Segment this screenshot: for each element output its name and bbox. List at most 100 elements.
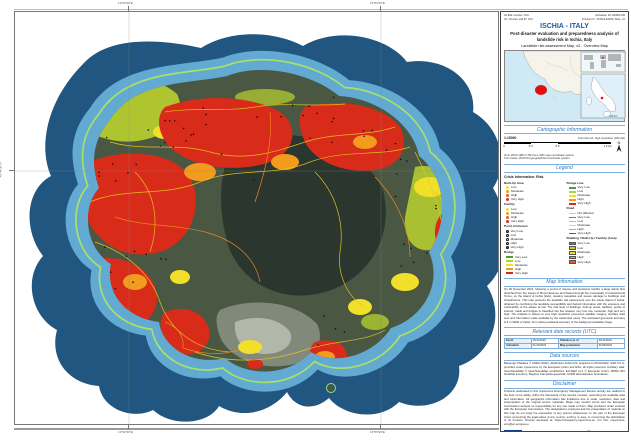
inset-scale-label: 400 km [609, 114, 618, 118]
legend-item-label: Very High [511, 197, 525, 202]
legend-swatch-line-icon [568, 224, 576, 227]
legend-item-label: High [511, 215, 518, 220]
legend-group-title: Built-Up Area [504, 180, 524, 185]
legend-item: Moderate [568, 223, 626, 228]
tick-label: 40°44′30″N [0, 162, 3, 178]
disclaimer-text: Products elaborated in this Copernicus E… [504, 389, 625, 426]
legend-item: High [506, 241, 563, 245]
tick-mark [128, 6, 129, 11]
legend-item-label: High [577, 227, 584, 232]
tick-mark [9, 170, 14, 171]
map-scale: 1:15000 [504, 135, 517, 140]
legend-column: Bridge Line Very Low Low Moderate High Very H… [567, 180, 626, 275]
legend-item-label: High [577, 197, 584, 202]
section-disclaimer: Disclaimer [504, 379, 625, 389]
product-number: Product N.: 02ISCHIADM, Map, v2 [581, 16, 625, 21]
legend-item-label: Moderate [511, 189, 524, 194]
legend-item-label: Low [510, 232, 517, 237]
legend-swatch-line-icon [568, 203, 576, 205]
legend-crisis-header: Crisis Information: Risk [504, 174, 544, 179]
date-record-value: 31/03/2023 [596, 342, 626, 349]
date-record-value: 01/12/2022 [530, 342, 560, 349]
legend-swatch-dot-icon [506, 186, 509, 190]
legend-item: Very High [568, 231, 626, 236]
scale-bar: 0 0.3 0.6 1.2 km N [503, 140, 625, 153]
legend-item-label: Very High [515, 270, 529, 275]
legend-item: Low [506, 258, 563, 263]
legend-item: Moderate [568, 193, 626, 198]
legend-item: Very High [568, 202, 626, 205]
map-subtitle: Post-disaster evaluation and preparednes… [510, 31, 619, 42]
legend-item-label: Very Low [577, 215, 590, 220]
map-marginalia-panel: GLIDE number: N/A Activation ID: EMSN139… [500, 11, 629, 432]
tick-note: Tick marks: WGS 84 geographical coordina… [504, 156, 570, 161]
scalebar-label: 1.2 km [603, 144, 612, 149]
legend-item-label: Moderate [577, 193, 591, 198]
legend-swatch-line-icon [568, 212, 576, 215]
legend-item-label: Very High [577, 231, 591, 236]
grid-note: Grid: WGS 1984 UTM Zone 33N map coordina… [504, 152, 575, 157]
italy-ischia-dot [600, 96, 604, 100]
italy-inset: 400 km [580, 74, 626, 119]
legend-item: Low [568, 190, 626, 193]
date-record-label: Activation [504, 342, 532, 349]
legend-swatch-line-icon [568, 220, 576, 223]
charter-call-id: Int. Charter call ID: N/A [504, 16, 533, 21]
legend-swatch-rect-icon [568, 255, 576, 260]
legend-swatch-dot-icon [506, 212, 509, 216]
legend-item-label: Moderate [577, 223, 591, 228]
legend-swatch-poi-icon [506, 238, 509, 241]
legend-swatch-line-icon [506, 268, 513, 270]
legend-item: Very High [506, 219, 563, 224]
date-record-row: Event 26/11/2022 Situation as of 26/11/2022 [504, 337, 626, 344]
legend-item: Low [568, 246, 626, 251]
sheet-top-rule [14, 9, 628, 10]
svg-text:N: N [618, 140, 621, 145]
legend-group-title: Building / Built-Up / Facility (Area) [566, 236, 617, 241]
legend-swatch-poi-icon [506, 234, 509, 237]
legend-item: Moderate [568, 251, 626, 255]
legend-swatch-line-icon [568, 216, 576, 219]
section-map-information: Map Information [504, 277, 625, 287]
legend-group-title: Point of Interest [504, 224, 528, 229]
legend-item: Very Low [568, 215, 626, 220]
legend-swatch-dot-icon [506, 220, 509, 224]
legend-item: High [506, 193, 563, 198]
legend-item: Low [506, 207, 563, 212]
ischia-marker [535, 85, 547, 96]
legend-swatch-rect-icon [568, 260, 576, 264]
legend-column: Built-Up Area Low Moderate High Very High Fac… [504, 180, 563, 275]
legend-columns: Built-Up Area Low Moderate High Very High Fac… [504, 180, 625, 275]
tick-mark [128, 424, 129, 429]
locator-canvas: 400 km [505, 51, 626, 120]
legend-item-label: Low [511, 185, 517, 190]
section-data-sources: Data sources [504, 351, 625, 361]
legend-item-label: Very High [511, 219, 525, 224]
legend-item: Very High [506, 270, 563, 275]
islet [328, 385, 334, 391]
legend-item: High [506, 267, 563, 271]
grid-lines [15, 12, 498, 424]
legend-item-label: Very Low [515, 254, 528, 259]
legend-item-label: Low [515, 258, 521, 263]
legend-swatch-dot-icon [506, 216, 509, 220]
dark-terrain-patch [221, 134, 386, 296]
islet-aoi-ring [326, 383, 336, 393]
glide-number: GLIDE number: N/A [504, 13, 529, 17]
tick-label: 13°55′30″E [370, 1, 385, 5]
legend-item: High [568, 197, 626, 202]
legend-item-label: Low [511, 207, 517, 212]
legend-item: Very High [506, 245, 563, 249]
legend-item: Very Low [568, 186, 626, 189]
section-date-records: Relevant date records (UTC) [504, 327, 625, 337]
date-record-label: Map production [558, 342, 598, 349]
legend-item: Moderate [506, 237, 563, 241]
locator-map: 400 km [504, 50, 626, 123]
legend-swatch-poi-icon [506, 242, 509, 245]
legend-item-label: High [511, 193, 518, 198]
legend-swatch-line-icon [568, 228, 576, 231]
legend-item-label: Very High [577, 259, 591, 264]
eu-flag-icon [504, 429, 522, 431]
legend-item: Low [568, 220, 626, 223]
